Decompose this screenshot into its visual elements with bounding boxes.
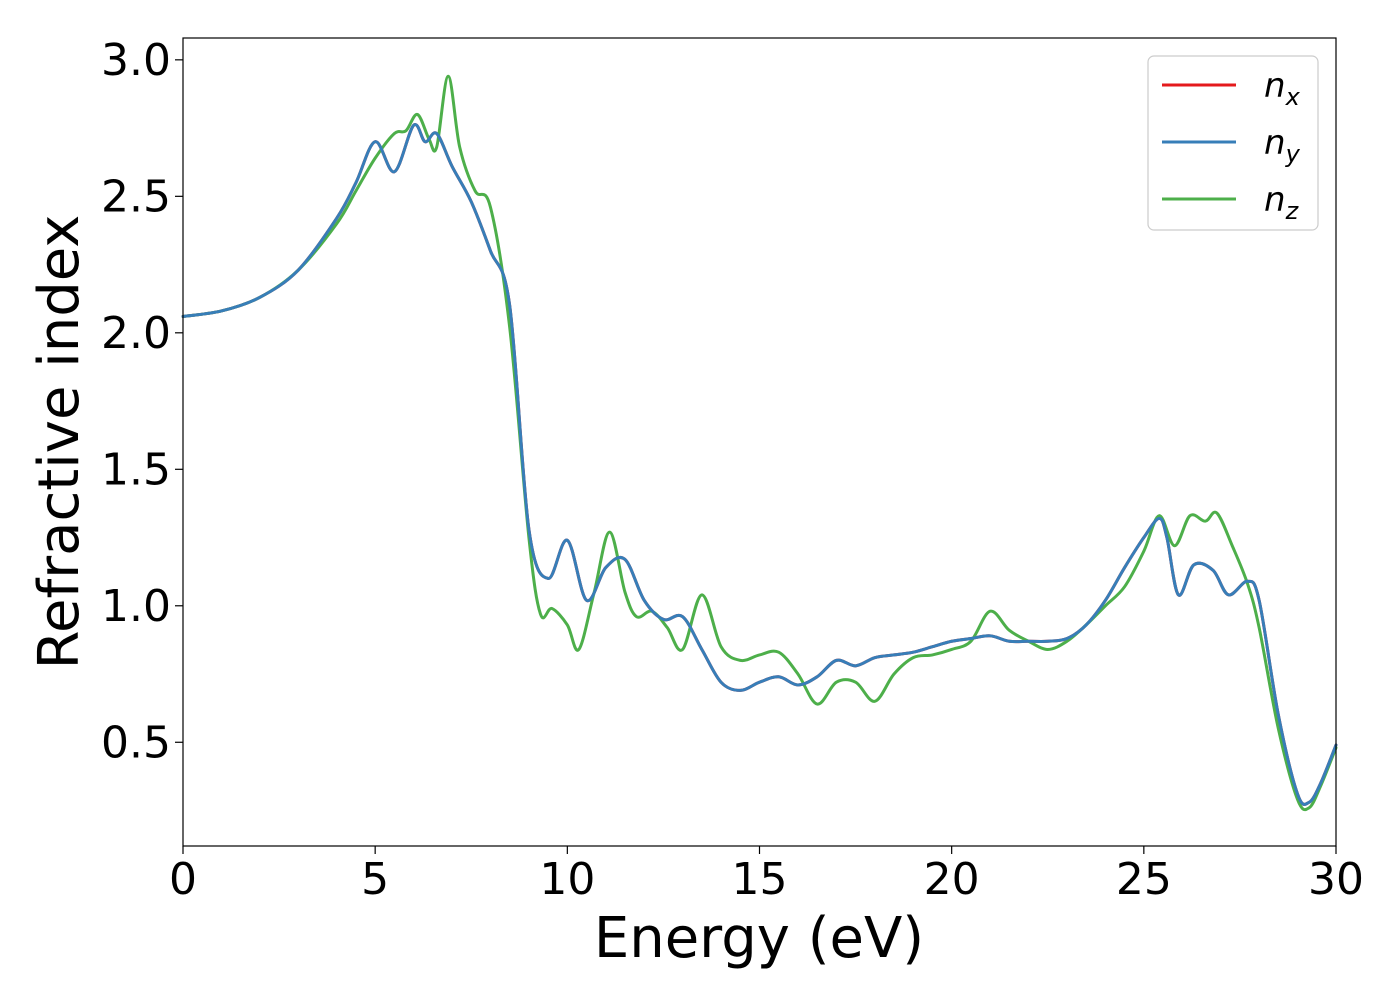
x-tick-label: 5: [361, 854, 389, 905]
series-line-nz: [181, 74, 1338, 812]
y-tick-label: 1.0: [101, 581, 171, 632]
x-tick-label: 25: [1116, 854, 1172, 905]
y-tick-label: 1.5: [101, 444, 171, 495]
y-tick-label: 3.0: [101, 35, 171, 86]
series-line-ny: [181, 123, 1338, 806]
legend-label-subscript: x: [1285, 83, 1301, 111]
y-tick-label: 2.5: [101, 171, 171, 222]
x-tick-label: 20: [924, 854, 980, 905]
y-axis-label: Refractive index: [27, 215, 92, 670]
x-axis-label: Energy (eV): [594, 906, 924, 971]
legend-label-subscript: y: [1285, 140, 1301, 168]
y-tick-label: 0.5: [101, 717, 171, 768]
legend-label-subscript: z: [1285, 197, 1300, 225]
series-layer: [181, 74, 1338, 812]
x-tick-label: 15: [732, 854, 788, 905]
x-tick-label: 30: [1308, 854, 1364, 905]
x-tick-label: 0: [169, 854, 197, 905]
y-axis: 0.5 1.0 1.5 2.0 2.5 3.0: [101, 35, 183, 768]
x-tick-label: 10: [539, 854, 595, 905]
x-axis: 0 5 10 15 20 25 30: [169, 846, 1364, 905]
y-tick-label: 2.0: [101, 308, 171, 359]
